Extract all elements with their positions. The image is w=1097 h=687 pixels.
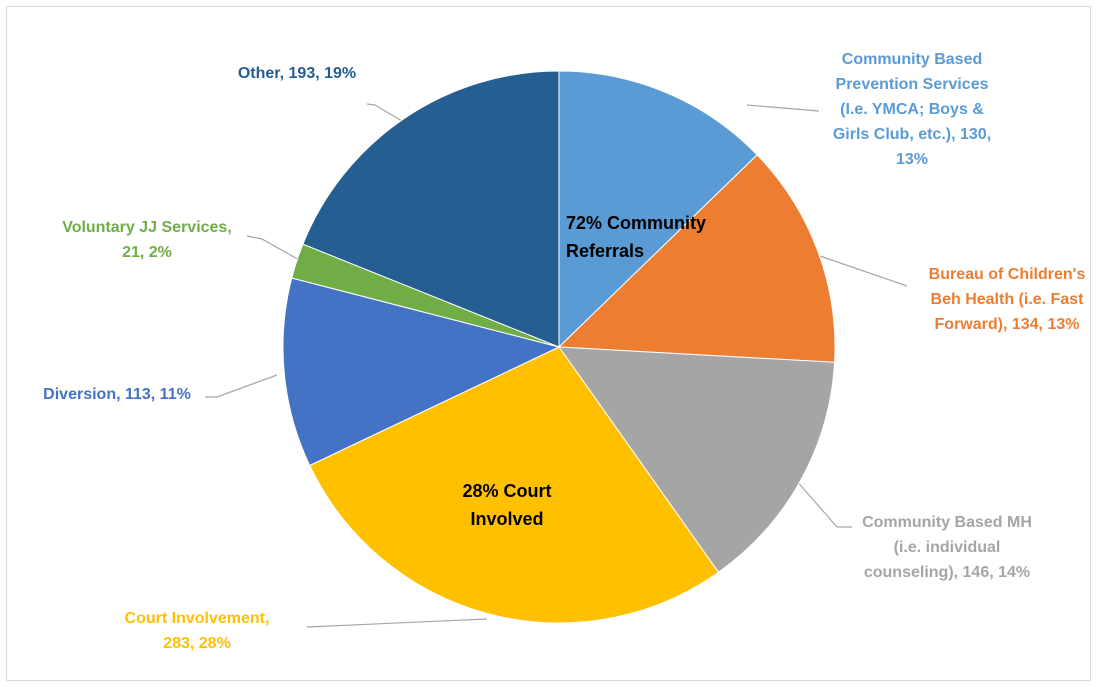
annotation-line: Referrals	[566, 241, 644, 261]
leader-line	[306, 618, 488, 628]
leader-lines	[205, 103, 908, 628]
slice-label-line: Voluntary JJ Services,	[62, 219, 232, 236]
leader-line	[794, 478, 852, 528]
slice-label: Voluntary JJ Services, 21, 2%	[62, 219, 232, 261]
pie-slice-diversion	[282, 277, 561, 467]
pie-chart: Community Based Prevention Services (I.e. …	[43, 51, 1085, 652]
slice-label-line: Beh Health (i.e. Fast	[931, 291, 1085, 308]
community-referrals-annotation: 72% Community Referrals	[566, 213, 706, 261]
annotation-line: 72% Community	[566, 213, 706, 233]
leader-line	[246, 235, 302, 262]
pie-slice-other	[302, 70, 560, 348]
annotation-line: 28% Court	[462, 481, 551, 501]
slice-label: Bureau of Children's Beh Health (i.e. Fas…	[929, 266, 1086, 333]
slice-label: Court Involvement, 283, 28%	[125, 610, 270, 652]
slice-label-line: Bureau of Children's	[929, 266, 1086, 283]
pie-slice-community-based-prevention-ser	[558, 70, 758, 349]
slice-label-line: 283, 28%	[163, 635, 231, 652]
slice-label-line: Girls Club, etc.), 130,	[833, 126, 991, 143]
pie-slice-community-based-mh-i-e-individ	[557, 346, 836, 573]
leader-line	[816, 254, 908, 287]
slice-label: Community Based MH (i.e. individual counse…	[862, 514, 1032, 581]
slice-label-line: 13%	[896, 151, 928, 168]
slice-label: Other, 193, 19%	[238, 65, 356, 82]
leader-line	[366, 103, 408, 125]
leader-line	[205, 374, 278, 398]
slice-label-line: counseling), 146, 14%	[864, 564, 1030, 581]
slice-label-line: (I.e. YMCA; Boys &	[840, 101, 984, 118]
chart-frame: Community Based Prevention Services (I.e. …	[6, 6, 1091, 681]
chart-annotations: 72% Community Referrals 28% Court Involved	[462, 213, 706, 529]
slice-label-line: Diversion, 113, 11%	[43, 386, 191, 403]
slice-label-line: Forward), 134, 13%	[935, 316, 1080, 333]
leader-line	[746, 104, 820, 112]
slice-label-line: Community Based	[842, 51, 982, 68]
court-involved-annotation: 28% Court Involved	[462, 481, 551, 529]
slice-label-line: (i.e. individual	[894, 539, 1001, 556]
slice-label: Diversion, 113, 11%	[43, 386, 191, 403]
annotation-line: Involved	[470, 509, 543, 529]
slice-label-line: Court Involvement,	[125, 610, 270, 627]
slice-label-line: Other, 193, 19%	[238, 65, 356, 82]
pie-slice-bureau-of-children-s-beh-healt	[557, 154, 836, 363]
slice-label-line: Community Based MH	[862, 514, 1032, 531]
slice-labels: Community Based Prevention Services (I.e. …	[43, 51, 1085, 652]
pie-slices	[282, 70, 836, 624]
slice-label: Community Based Prevention Services (I.e. …	[833, 51, 991, 168]
slice-label-line: 21, 2%	[122, 244, 172, 261]
pie-slice-court-involvement	[309, 346, 720, 624]
slice-label-line: Prevention Services	[836, 76, 989, 93]
